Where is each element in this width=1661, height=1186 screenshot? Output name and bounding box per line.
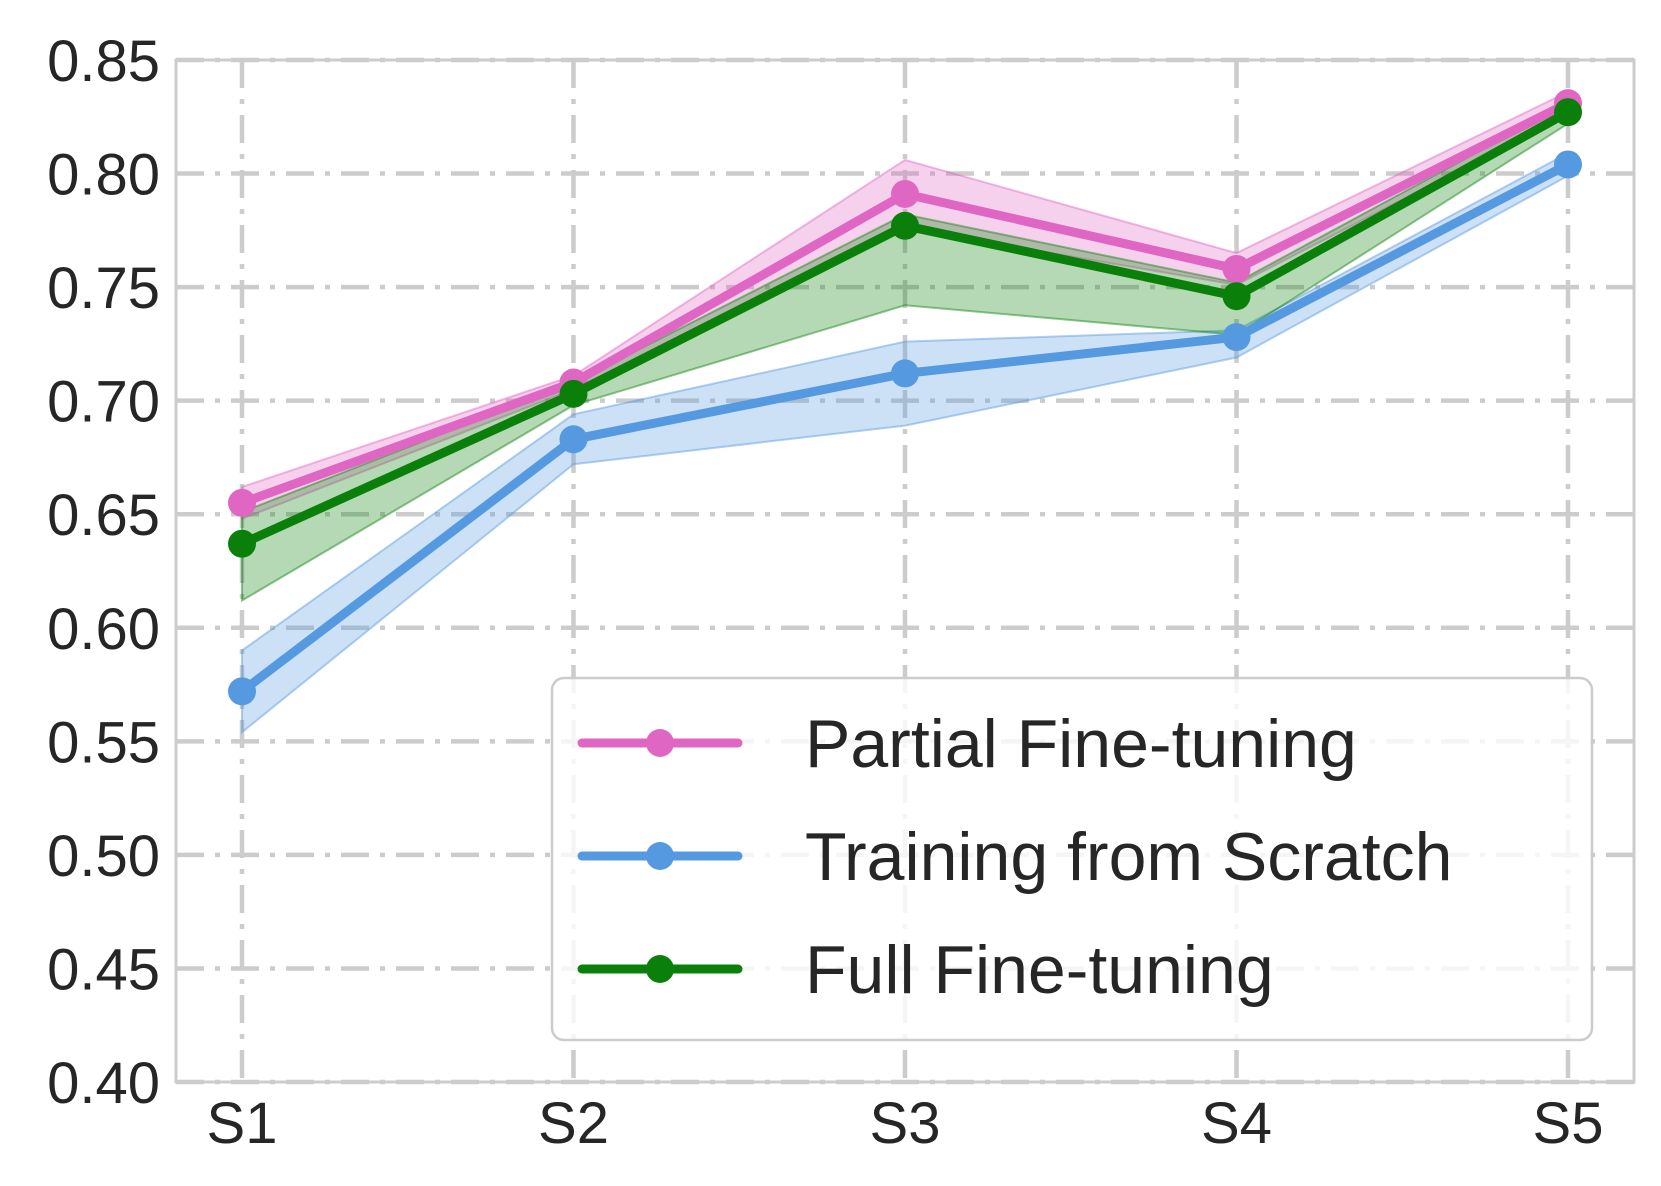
data-point <box>891 179 919 208</box>
data-point <box>891 211 919 240</box>
data-point <box>1222 323 1251 352</box>
legend-swatch-marker <box>646 955 674 983</box>
data-point <box>1554 150 1582 179</box>
data-point <box>1222 282 1251 311</box>
data-point <box>1554 98 1582 127</box>
y-tick-label: 0.80 <box>47 143 160 208</box>
y-tick-label: 0.75 <box>47 256 160 321</box>
series-2 <box>228 98 1582 558</box>
x-axis: S1 S2 S3 S4 S5 <box>207 1091 1604 1156</box>
legend-item: Full Fine-tuning <box>577 932 1274 1008</box>
plot-frame <box>174 58 1636 1084</box>
legend-swatch-marker <box>646 842 674 870</box>
data-point <box>228 488 256 517</box>
x-tick-label: S1 <box>207 1091 278 1156</box>
legend-label: Full Fine-tuning <box>805 932 1274 1008</box>
data-point <box>891 359 919 388</box>
y-tick-label: 0.40 <box>47 1051 160 1116</box>
x-tick-label: S3 <box>870 1091 941 1156</box>
data-point <box>559 379 588 408</box>
series-1 <box>228 150 1582 706</box>
data-point <box>1222 254 1251 283</box>
data-point <box>228 677 256 706</box>
x-tick-label: S4 <box>1201 1091 1272 1156</box>
y-tick-label: 0.60 <box>47 597 160 662</box>
series-lines <box>228 89 1582 706</box>
legend-item: Partial Fine-tuning <box>577 706 1357 782</box>
x-tick-label: S5 <box>1533 1091 1604 1156</box>
y-tick-label: 0.65 <box>47 483 160 548</box>
y-tick-label: 0.85 <box>47 29 160 94</box>
y-tick-label: 0.45 <box>47 937 160 1002</box>
legend-item: Training from Scratch <box>577 819 1452 895</box>
legend-box <box>550 676 1594 1042</box>
legend-swatch-marker <box>646 729 674 757</box>
x-tick-label: S2 <box>538 1091 609 1156</box>
y-axis: 0.40 0.45 0.50 0.55 0.60 0.65 0.70 0.75 0.80 0.85 <box>47 29 160 1116</box>
legend-label: Training from Scratch <box>805 819 1452 895</box>
data-point <box>228 529 256 558</box>
y-tick-label: 0.70 <box>47 370 160 435</box>
legend: Partial Fine-tuning Training from Scratch… <box>550 676 1594 1042</box>
y-tick-label: 0.50 <box>47 824 160 889</box>
y-tick-label: 0.55 <box>47 710 160 775</box>
data-point <box>559 425 588 454</box>
legend-label: Partial Fine-tuning <box>805 706 1357 782</box>
